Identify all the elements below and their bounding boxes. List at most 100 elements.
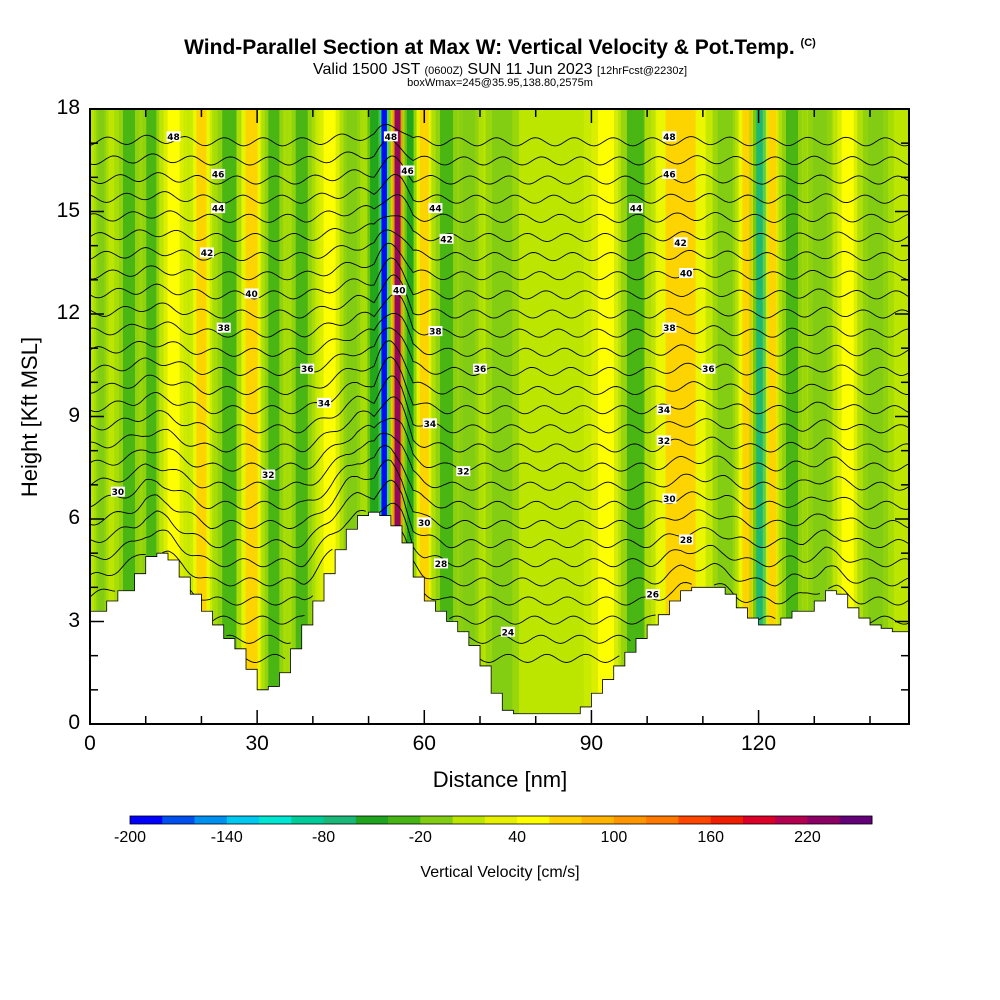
theta-contour [90, 396, 909, 453]
colorbar-swatch [291, 816, 325, 824]
contour-label: 42 [200, 247, 214, 259]
contour-label-text: 48 [167, 133, 180, 143]
theta-contour [90, 327, 909, 376]
contour-label-text: 38 [663, 324, 676, 334]
contour-label: 38 [428, 326, 443, 338]
velocity-band [462, 109, 475, 724]
velocity-band [346, 109, 357, 724]
contour-label-text: 40 [680, 270, 693, 280]
y-tick-label: 18 [56, 96, 80, 119]
contour-label-bg [261, 469, 276, 480]
contour-label: 34 [656, 404, 671, 416]
contour-label-bg [629, 203, 643, 214]
colorbar-title: Vertical Velocity [cm/s] [420, 864, 580, 881]
contour-labels: 48 46 44 42 40 38 36 34 32 30 48 46 44 42 40 38 36 34 32 30… [110, 131, 716, 638]
theta-contour [90, 229, 909, 262]
velocity-band [381, 109, 387, 724]
theta-contour [90, 375, 909, 434]
contour-label-text: 46 [212, 170, 225, 180]
contour-label-bg [456, 466, 471, 477]
chart-title-text: Wind-Parallel Section at Max W: Vertical… [184, 36, 795, 59]
colorbar-swatch [581, 816, 615, 824]
contour-label: 46 [662, 168, 677, 180]
plot-area: 48 46 44 42 40 38 36 34 32 30 48 46 44 42 40 38 36 34 32 30… [90, 109, 909, 724]
valid-date: SUN 11 Jun 2023 [467, 61, 593, 78]
contour-label-bg [473, 363, 487, 374]
colorbar-tick-label: 100 [600, 829, 628, 846]
contour-label: 40 [679, 268, 694, 280]
colorbar-swatch [775, 816, 808, 824]
contour-label-text: 42 [674, 239, 687, 249]
velocity-band [756, 109, 767, 724]
contour-label-text: 28 [680, 536, 693, 546]
contour-label: 44 [629, 203, 643, 215]
velocity-band [492, 109, 513, 724]
theta-contour [90, 459, 909, 530]
theta-contour [90, 526, 909, 587]
plot-frame [89, 108, 910, 725]
contour-label: 28 [434, 558, 448, 570]
contour-label-bg [428, 203, 443, 214]
theta-contour [90, 579, 909, 606]
theta-contour [90, 356, 909, 415]
contour-label-text: 26 [646, 591, 659, 601]
contour-label-text: 46 [663, 170, 676, 180]
y-tick-label: 0 [68, 711, 80, 734]
colorbar-swatch [742, 816, 776, 824]
colorbar-tick-label: 160 [697, 829, 725, 846]
colorbar-swatch [646, 816, 679, 824]
contour-label-text: 46 [401, 167, 414, 177]
contour-label-text: 36 [702, 365, 715, 375]
contour-label: 46 [400, 165, 415, 177]
y-tick-label: 3 [68, 608, 80, 632]
contour-label: 32 [456, 466, 471, 478]
contour-label: 36 [473, 363, 487, 375]
contour-label-text: 32 [658, 437, 671, 447]
contour-label-bg [200, 247, 214, 258]
y-tick-label: 12 [56, 301, 80, 324]
theta-contour [90, 123, 909, 147]
contour-label-bg [392, 285, 407, 296]
x-tick-label: 60 [412, 732, 436, 755]
contour-label: 28 [679, 534, 694, 546]
contour-label-bg [434, 558, 448, 569]
contour-label-text: 34 [424, 420, 437, 430]
colorbar-swatch [355, 816, 389, 824]
contour-label: 48 [383, 131, 398, 143]
colorbar-swatch [388, 816, 421, 824]
contour-label-text: 24 [502, 628, 515, 638]
y-tick-label: 15 [56, 198, 80, 222]
valid-time-prefix: Valid 1500 JST [312, 61, 420, 78]
colorbar-tick-label: -80 [312, 829, 336, 846]
contour-label-text: 38 [429, 328, 442, 338]
contour-label-bg [211, 168, 226, 179]
contour-label-text: 44 [212, 205, 225, 215]
velocity-band [440, 109, 454, 724]
colorbar-swatch [710, 816, 744, 824]
contour-label-text: 30 [112, 488, 125, 498]
contour-label-text: 44 [630, 205, 643, 215]
colorbar-swatch [130, 816, 163, 824]
theta-contour [90, 502, 909, 568]
x-tick-label: 90 [579, 732, 604, 755]
colorbar-swatch [549, 816, 583, 824]
forecast-info: [12hrFcst@2230z] [597, 65, 688, 77]
box-max-info: boxWmax=245@35.95,138.80,2575m [407, 77, 593, 89]
colorbar [129, 815, 873, 825]
contour-label: 36 [300, 363, 315, 375]
contour-label: 26 [645, 589, 660, 601]
contour-label-bg [211, 203, 226, 214]
contour-label-text: 30 [418, 519, 431, 529]
contour-label-text: 34 [318, 399, 331, 409]
contour-label: 32 [656, 435, 671, 447]
theta-contour [90, 215, 909, 243]
contour-label-bg [679, 534, 694, 545]
contour-label: 38 [216, 322, 231, 334]
contour-label: 32 [261, 469, 276, 481]
contour-label-text: 42 [440, 235, 453, 245]
contour-label: 30 [110, 486, 125, 498]
velocity-band [598, 109, 619, 724]
theta-contour [90, 194, 909, 223]
contour-label: 30 [417, 517, 432, 529]
theta-contour [90, 445, 909, 510]
